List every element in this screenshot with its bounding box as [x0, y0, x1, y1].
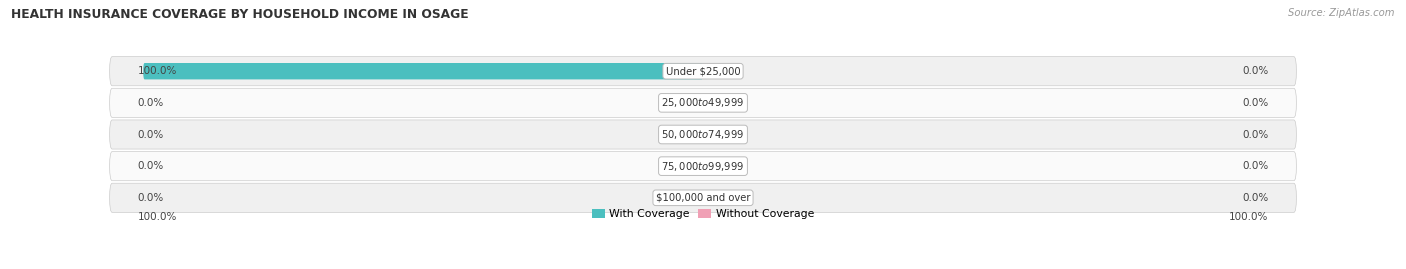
FancyBboxPatch shape [110, 88, 1296, 117]
Text: 100.0%: 100.0% [1229, 212, 1268, 222]
Legend: With Coverage, Without Coverage: With Coverage, Without Coverage [588, 205, 818, 224]
FancyBboxPatch shape [143, 63, 703, 79]
Text: 0.0%: 0.0% [1241, 193, 1268, 203]
Text: HEALTH INSURANCE COVERAGE BY HOUSEHOLD INCOME IN OSAGE: HEALTH INSURANCE COVERAGE BY HOUSEHOLD I… [11, 8, 468, 21]
Text: 0.0%: 0.0% [1241, 98, 1268, 108]
FancyBboxPatch shape [110, 57, 1296, 86]
Text: 0.0%: 0.0% [1241, 161, 1268, 171]
FancyBboxPatch shape [110, 152, 1296, 181]
Text: 0.0%: 0.0% [138, 193, 165, 203]
Text: 0.0%: 0.0% [1241, 66, 1268, 76]
Text: 0.0%: 0.0% [138, 161, 165, 171]
Text: 0.0%: 0.0% [138, 98, 165, 108]
Text: 100.0%: 100.0% [138, 212, 177, 222]
Text: $75,000 to $99,999: $75,000 to $99,999 [661, 160, 745, 173]
Text: 100.0%: 100.0% [138, 66, 177, 76]
FancyBboxPatch shape [110, 183, 1296, 212]
Text: 0.0%: 0.0% [1241, 129, 1268, 140]
FancyBboxPatch shape [110, 120, 1296, 149]
Text: Source: ZipAtlas.com: Source: ZipAtlas.com [1288, 8, 1395, 18]
Text: Under $25,000: Under $25,000 [665, 66, 741, 76]
Text: $25,000 to $49,999: $25,000 to $49,999 [661, 96, 745, 109]
Text: $50,000 to $74,999: $50,000 to $74,999 [661, 128, 745, 141]
Text: $100,000 and over: $100,000 and over [655, 193, 751, 203]
Text: 0.0%: 0.0% [138, 129, 165, 140]
